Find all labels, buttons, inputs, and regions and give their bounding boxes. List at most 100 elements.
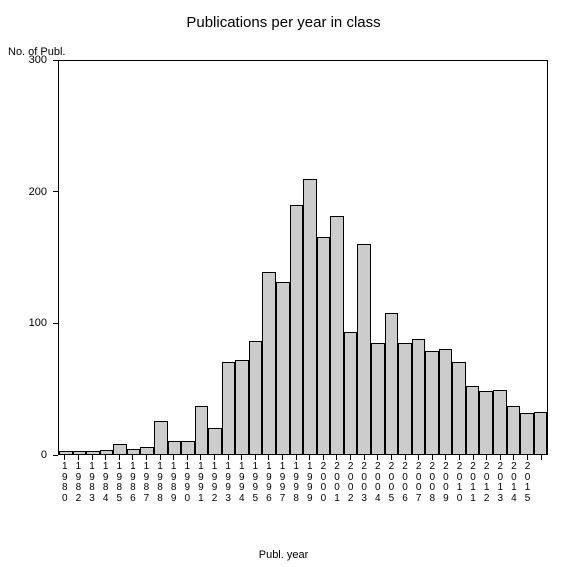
y-tick: 300 [29,54,58,66]
x-tick-mark [64,455,65,460]
x-tick-label: 2 0 0 2 [347,462,355,504]
x-tick-mark [473,455,474,460]
x-tick-label: 1 9 9 7 [279,462,287,504]
x-tick-label: 1 9 9 3 [224,462,232,504]
x-tick: 1 9 9 1 [194,455,208,535]
bar [290,205,304,454]
x-tick-mark [92,455,93,460]
x-tick-mark [296,455,297,460]
x-tick-label: 2 0 1 3 [496,462,504,504]
bar [330,216,344,454]
x-tick-mark [119,455,120,460]
x-tick: 2 0 0 4 [371,455,385,535]
x-tick-label: 1 9 9 5 [251,462,259,504]
bar [452,362,466,454]
bar [100,450,114,454]
x-tick-mark [78,455,79,460]
x-tick-mark [336,455,337,460]
bar [181,441,195,454]
bar [208,428,222,454]
x-axis-ticks: 1 9 8 01 9 8 21 9 8 31 9 8 41 9 8 51 9 8… [58,455,548,535]
x-tick-label: 1 9 8 4 [102,462,110,504]
x-tick: 2 0 1 3 [494,455,508,535]
x-tick-label: 1 9 9 0 [183,462,191,504]
bar [425,351,439,454]
x-tick-label: 1 9 8 0 [61,462,69,504]
bar [466,386,480,454]
bar [127,449,141,454]
bar [344,332,358,454]
x-tick-mark [200,455,201,460]
bar [276,282,290,454]
x-tick-label: 1 9 9 4 [238,462,246,504]
x-tick-label: 1 9 9 6 [265,462,273,504]
x-tick-mark [228,455,229,460]
y-tick-label: 200 [29,186,53,198]
x-tick-label: 2 0 1 4 [510,462,518,504]
bar [59,451,73,454]
x-axis-label: Publ. year [0,549,567,561]
bar [303,179,317,454]
x-tick-label: 1 9 8 5 [115,462,123,504]
x-tick-mark [391,455,392,460]
bar [398,343,412,454]
x-tick-mark [350,455,351,460]
x-tick-mark [459,455,460,460]
x-tick-label: 1 9 8 8 [156,462,164,504]
x-tick-label: 1 9 8 3 [88,462,96,504]
chart-title: Publications per year in class [0,14,567,31]
x-tick-label: 2 0 0 4 [374,462,382,504]
bar [357,244,371,454]
x-tick: 1 9 9 6 [262,455,276,535]
x-tick-label: 2 0 0 6 [401,462,409,504]
x-tick-label: 2 0 0 5 [387,462,395,504]
x-tick-mark [214,455,215,460]
y-tick-label: 300 [29,54,53,66]
bar [86,451,100,454]
x-tick: 1 9 9 9 [303,455,317,535]
y-tick-label: 100 [29,317,53,329]
bar [507,406,521,454]
bar [140,447,154,454]
bar [154,421,168,454]
x-tick-mark [405,455,406,460]
x-tick: 2 0 0 7 [412,455,426,535]
x-tick: 1 9 8 9 [167,455,181,535]
x-tick: 2 0 0 1 [330,455,344,535]
x-tick-mark [146,455,147,460]
x-tick: 2 0 0 9 [439,455,453,535]
x-tick: 1 9 9 5 [249,455,263,535]
x-tick: 2 0 1 2 [480,455,494,535]
x-tick [534,455,548,535]
x-tick-label: 2 0 0 1 [333,462,341,504]
x-tick-mark [377,455,378,460]
x-tick-mark [527,455,528,460]
x-tick: 2 0 1 0 [453,455,467,535]
x-tick: 2 0 1 4 [507,455,521,535]
x-tick: 2 0 0 0 [317,455,331,535]
bar [385,313,399,454]
x-tick-label: 2 0 0 0 [319,462,327,504]
x-tick: 1 9 8 3 [85,455,99,535]
x-tick-label: 2 0 1 5 [524,462,532,504]
bar [113,444,127,454]
x-tick-mark [282,455,283,460]
x-tick-label: 2 0 1 1 [469,462,477,504]
chart-container: Publications per year in class No. of Pu… [0,0,567,567]
bar [371,343,385,454]
x-tick: 2 0 0 5 [385,455,399,535]
bar [222,362,236,454]
x-tick: 1 9 8 8 [153,455,167,535]
bar [249,341,263,454]
x-tick-label: 2 0 0 3 [360,462,368,504]
x-tick-label: 2 0 1 2 [483,462,491,504]
bars-group [59,61,547,454]
x-tick-label: 2 0 0 9 [442,462,450,504]
x-tick-label: 2 0 0 8 [428,462,436,504]
x-tick-mark [364,455,365,460]
bar [262,272,276,454]
x-tick: 1 9 9 3 [221,455,235,535]
x-tick-label: 1 9 8 6 [129,462,137,504]
x-tick-mark [160,455,161,460]
x-tick: 2 0 1 5 [521,455,535,535]
